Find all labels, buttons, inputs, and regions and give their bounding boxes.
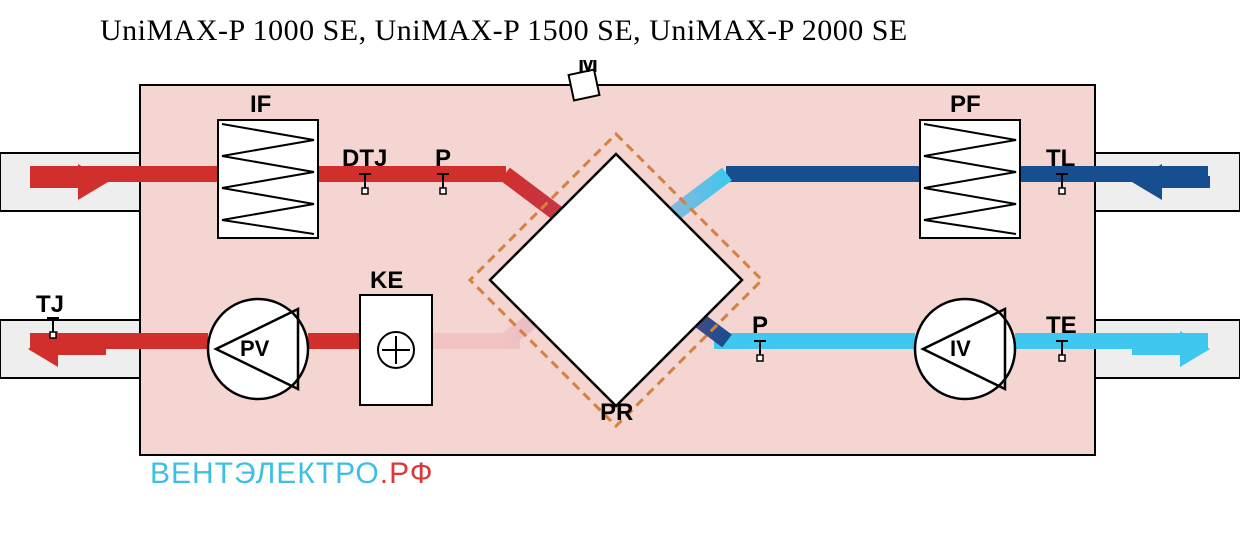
svg-text:ВЕНТЭЛЕКТРО.РФ: ВЕНТЭЛЕКТРО.РФ <box>150 457 434 490</box>
label-pf: PF <box>950 91 981 118</box>
label-iv: IV <box>950 336 971 361</box>
label-if: IF <box>250 91 271 118</box>
label-m: M <box>578 60 598 78</box>
watermark: ВЕНТЭЛЕКТРО.РФ <box>150 457 434 490</box>
page-title: UniMAX-P 1000 SE, UniMAX-P 1500 SE, UniM… <box>100 14 908 48</box>
label-pv: PV <box>240 336 270 361</box>
label-dtj: DTJ <box>342 145 387 172</box>
label-tl: TL <box>1046 145 1075 172</box>
heater-ke <box>360 295 432 405</box>
label-te: TE <box>1046 312 1077 339</box>
label-pr: PR <box>600 399 633 426</box>
label-p1: P <box>435 145 451 172</box>
filter-pf <box>920 120 1020 238</box>
label-p2: P <box>752 312 768 339</box>
label-tj: TJ <box>36 291 64 318</box>
label-ke: KE <box>370 267 403 294</box>
diagram-stage: IF PF M KE PR PV IV DTJ P P TL TE TJ ВЕН… <box>0 60 1240 520</box>
filter-if <box>218 120 318 238</box>
